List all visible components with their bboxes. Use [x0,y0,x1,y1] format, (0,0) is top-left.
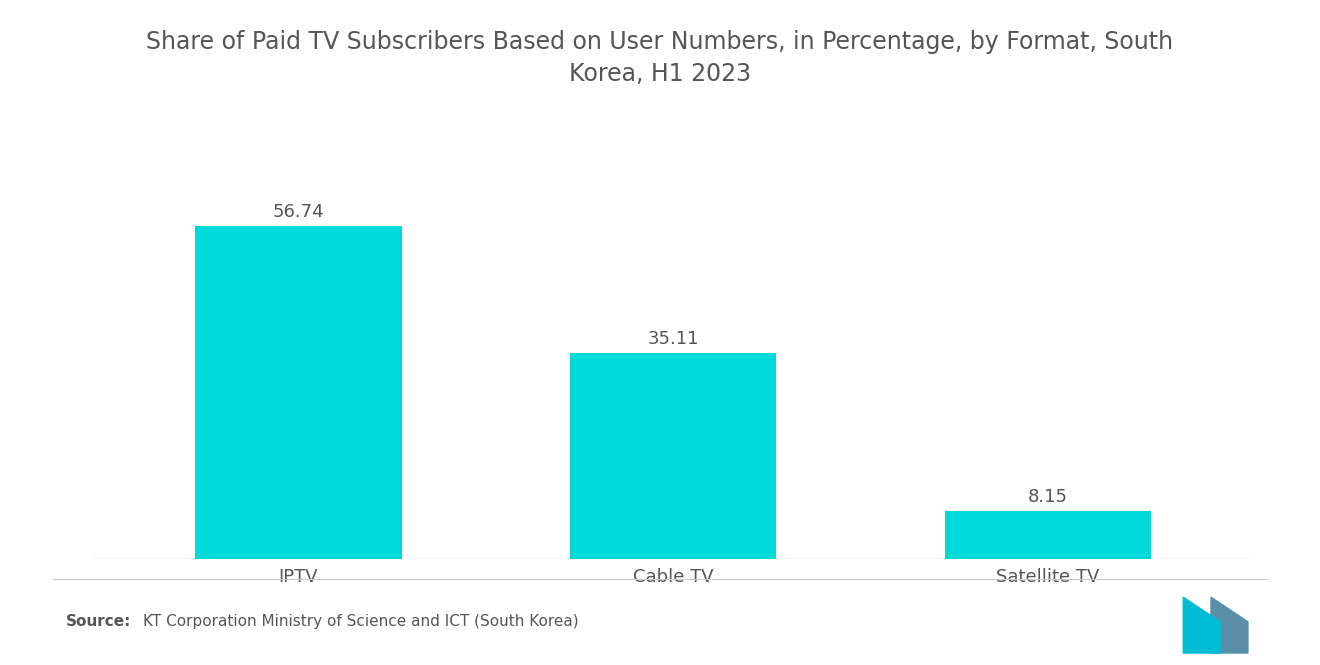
Text: 35.11: 35.11 [647,330,700,348]
Bar [195,225,401,559]
Text: Share of Paid TV Subscribers Based on User Numbers, in Percentage, by Format, So: Share of Paid TV Subscribers Based on Us… [147,30,1173,86]
Bar [570,352,776,559]
Polygon shape [1210,597,1247,653]
Text: 8.15: 8.15 [1028,488,1068,506]
Text: Source:: Source: [66,614,132,629]
Polygon shape [1183,597,1220,653]
Bar [945,511,1151,559]
Text: 56.74: 56.74 [273,203,325,221]
Text: KT Corporation Ministry of Science and ICT (South Korea): KT Corporation Ministry of Science and I… [143,614,578,629]
